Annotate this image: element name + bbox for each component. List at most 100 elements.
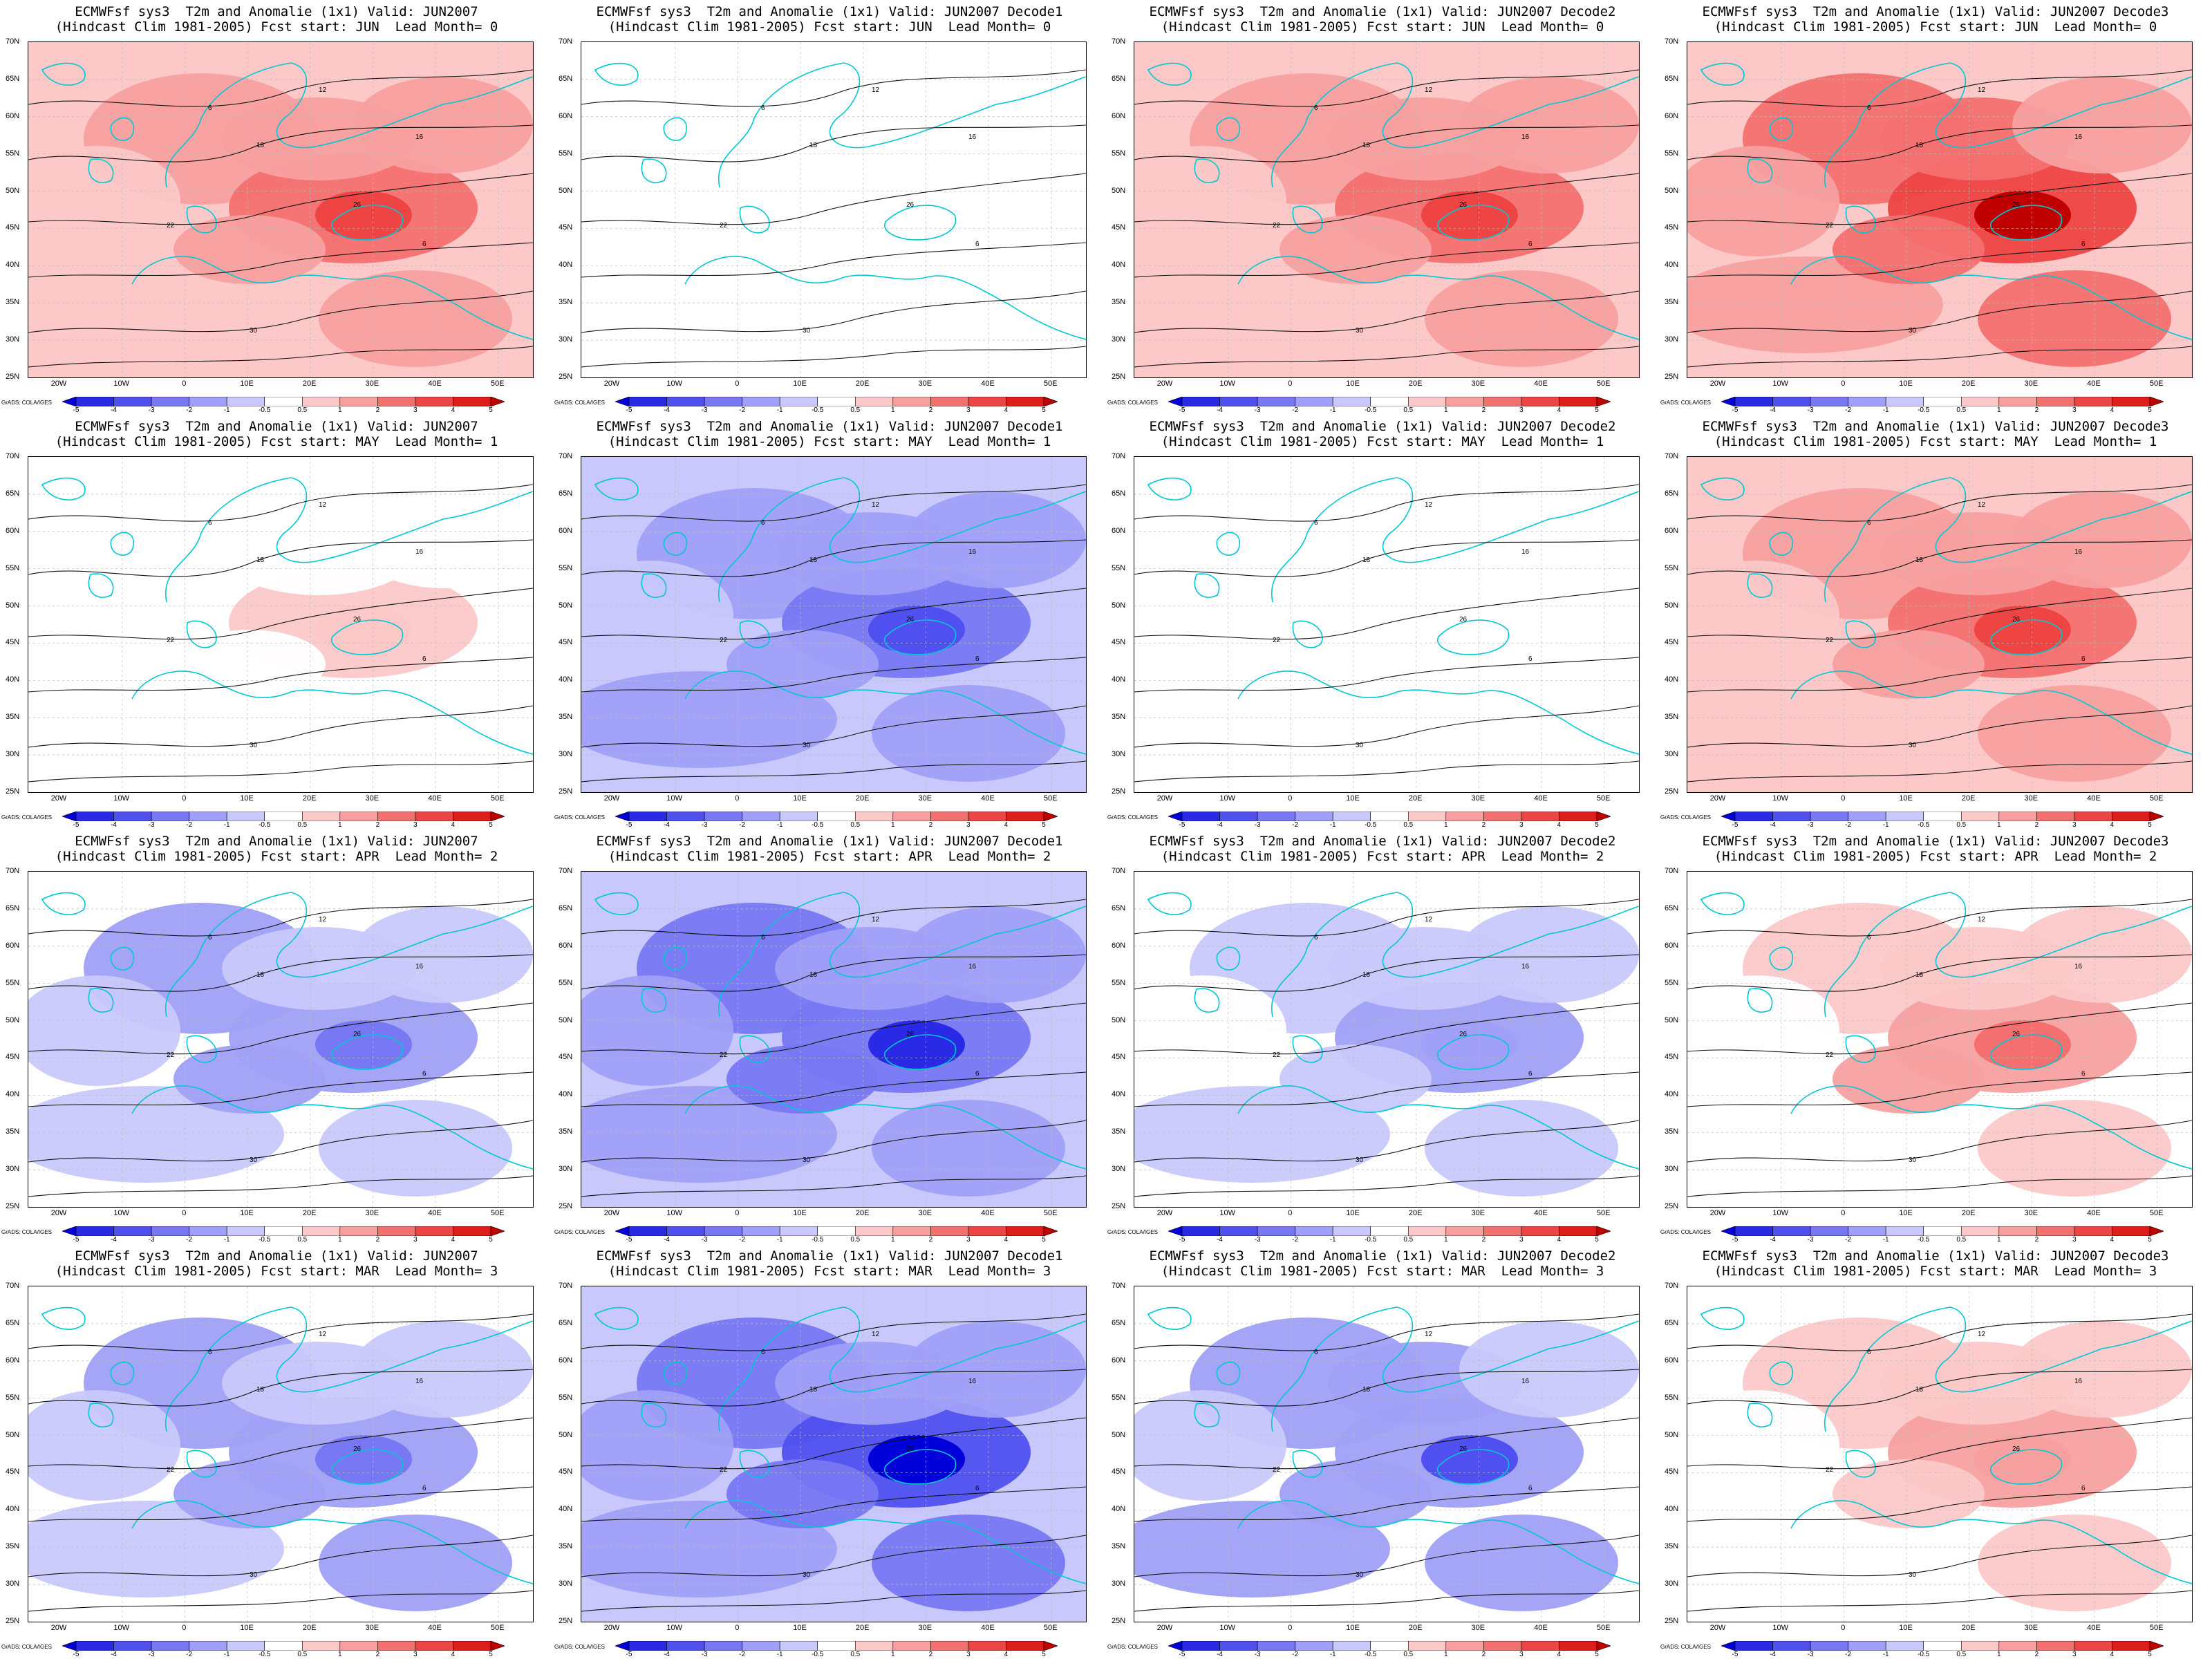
lon-tick-label: 40E: [2087, 1209, 2101, 1217]
colorbar-swatch: [1445, 397, 1484, 406]
lat-tick-label: 70N: [559, 1282, 573, 1290]
colorbar-label: 4: [1004, 1651, 1009, 1658]
colorbar-swatch: [1810, 1226, 1848, 1236]
lat-tick-label: 50N: [559, 186, 573, 195]
lat-tick-label: 45N: [6, 1053, 20, 1062]
coastline: [41, 62, 86, 86]
lat-tick-label: 65N: [1112, 489, 1126, 498]
lon-tick-label: 40E: [1534, 379, 1548, 388]
lat-tick-label: 60N: [6, 111, 20, 120]
colorbar: [1721, 1226, 2164, 1236]
isotherm-contour: [1687, 1175, 2192, 1197]
lon-tick-label: 10E: [240, 1624, 254, 1632]
isotherm-contour: [1134, 705, 1639, 748]
anomaly-map: 6 12 16 18 22 26 30 6: [581, 456, 1087, 793]
lat-tick-label: 40N: [1665, 1505, 1679, 1514]
lon-tick-label: 0: [1288, 379, 1293, 388]
lat-tick-label: 35N: [559, 1542, 573, 1551]
contour-label: 6: [761, 104, 765, 112]
colorbar-label: 1: [1997, 406, 2001, 414]
colorbar-label: -0.5: [812, 1651, 824, 1658]
colorbar-label: 3: [1519, 821, 1524, 829]
colorbar: [62, 1641, 505, 1651]
coastline: [41, 1306, 86, 1331]
colorbar-swatch: [189, 397, 227, 406]
isotherm-contour: [1134, 69, 1639, 107]
colorbar-swatch: [2112, 1226, 2150, 1236]
colorbar-swatch: [1960, 1641, 2000, 1651]
map-canvas: 6 12 16 18 22 26 30 6: [581, 1286, 1086, 1622]
colorbar-swatch: [1734, 1641, 1773, 1651]
panel-title: ECMWFsf sys3 T2m and Anomalie (1x1) Vali…: [596, 419, 1063, 434]
lon-tick-label: 10W: [1772, 794, 1788, 803]
contour-label: 16: [968, 548, 977, 556]
lon-tick-label: 40E: [2087, 379, 2101, 388]
colorbar-swatch: [1295, 812, 1333, 821]
coastline: [1437, 205, 1510, 241]
map-canvas: 6 12 16 18 22 26 30 6: [1134, 1286, 1639, 1622]
colorbar-label: 2: [1481, 406, 1486, 414]
coastline: [1845, 205, 1876, 234]
map-canvas: 6 12 16 18 22 26 30 6: [581, 872, 1086, 1207]
coastline: [41, 477, 86, 501]
colorbar-label: -3: [1807, 406, 1814, 414]
anomaly-region: [872, 685, 1065, 782]
lat-tick-label: 50N: [6, 1015, 20, 1024]
colorbar-label: -5: [1179, 1651, 1185, 1658]
anomaly-region: [2012, 1321, 2192, 1418]
coastline: [1824, 1306, 2192, 1432]
anomaly-region: [727, 215, 879, 284]
map-panel: ECMWFsf sys3 T2m and Anomalie (1x1) Vali…: [1659, 1244, 2212, 1659]
isotherm-contour: [28, 657, 533, 693]
colorbar-label: -1: [1882, 406, 1889, 414]
coastline: [1437, 1034, 1510, 1070]
isotherm-contour: [1134, 484, 1639, 522]
lat-tick-label: 45N: [1112, 638, 1126, 647]
coastline: [41, 892, 86, 916]
colorbar-label: -5: [73, 821, 79, 829]
anomaly-core: [868, 1020, 965, 1069]
anomaly-core: [1974, 1435, 2071, 1483]
colorbar-label: -0.5: [1365, 1651, 1377, 1658]
contour-label: 18: [1915, 556, 1924, 564]
colorbar-label: -3: [701, 406, 708, 414]
lat-tick-label: 70N: [1665, 37, 1679, 46]
contour-label: 22: [1273, 637, 1281, 644]
lat-tick-label: 30N: [1665, 1580, 1679, 1588]
contour-label: 12: [1425, 86, 1433, 94]
contour-label: 12: [319, 916, 327, 924]
lat-tick-label: 55N: [6, 1393, 20, 1402]
coastline: [1292, 620, 1323, 648]
lon-tick-label: 50E: [2149, 1624, 2164, 1632]
lat-tick-label: 50N: [6, 186, 20, 195]
anomaly-map: 6 12 16 18 22 26 30 6: [1134, 871, 1640, 1208]
coastline: [110, 946, 134, 971]
contour-label: 22: [1826, 1466, 1834, 1474]
lat-tick-label: 65N: [1112, 74, 1126, 83]
anomaly-region: [1459, 491, 1639, 588]
lat-tick-label: 30N: [1665, 1165, 1679, 1174]
isotherm-contour: [581, 1175, 1086, 1197]
anomaly-region: [28, 561, 180, 671]
colorbar-label: -0.5: [259, 1236, 271, 1244]
lat-tick-label: 70N: [1112, 37, 1126, 46]
isotherm-contour: [1687, 484, 2192, 522]
lon-tick-label: 0: [182, 379, 187, 388]
colorbar-label: 2: [1481, 1651, 1486, 1658]
contour-label: 22: [167, 1051, 175, 1059]
lon-tick-label: 20E: [1961, 1624, 1976, 1632]
lon-tick-label: 10W: [113, 379, 129, 388]
map-panel: ECMWFsf sys3 T2m and Anomalie (1x1) Vali…: [1106, 1244, 1659, 1659]
colorbar-label: 2: [2034, 406, 2039, 414]
colorbar-label: 5: [1042, 406, 1046, 414]
colorbar-swatch: [453, 1226, 491, 1236]
map-canvas: 6 12 16 18 22 26 30 6: [1134, 872, 1639, 1207]
isotherm-contour: [1687, 1590, 2192, 1612]
lon-tick-label: 10W: [1219, 1624, 1235, 1632]
isotherm-contour: [581, 1120, 1086, 1163]
lon-tick-label: 10W: [1772, 1624, 1788, 1632]
colorbar-swatch: [1810, 1641, 1848, 1651]
lat-tick-label: 35N: [6, 1542, 20, 1551]
lon-tick-label: 40E: [1534, 794, 1548, 803]
colorbar-label: -3: [1254, 406, 1261, 414]
